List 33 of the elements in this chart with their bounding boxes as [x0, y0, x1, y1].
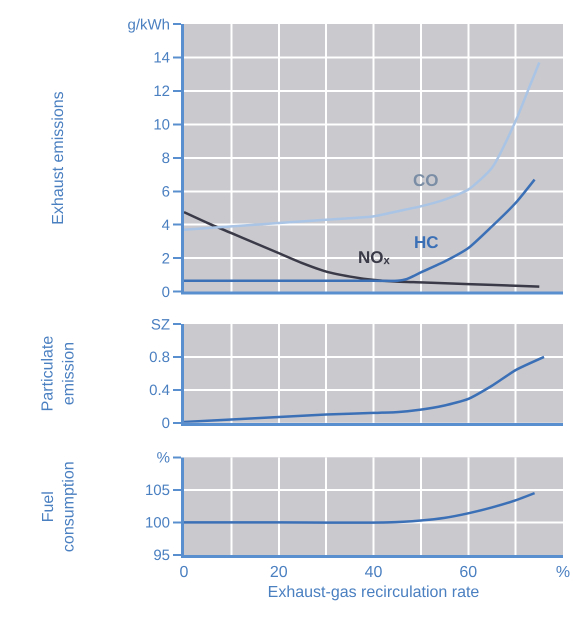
y-tick-label: 4 — [162, 216, 170, 234]
y-tick-label: 8 — [162, 150, 170, 168]
line-series — [184, 356, 546, 423]
line-series — [184, 210, 541, 288]
y-tick-label: 105 — [144, 482, 170, 500]
series-label: NOₓ — [358, 248, 390, 267]
x-axis-title: Exhaust-gas recirculation rate — [268, 584, 480, 601]
x-tick-label: 40 — [364, 564, 382, 582]
line-series — [184, 492, 536, 524]
x-tick-label: 60 — [459, 564, 478, 582]
y-tick-label: 14 — [153, 50, 170, 67]
y-tick-label: 12 — [153, 83, 170, 100]
y-axis-title: Fuel consumption — [40, 461, 78, 552]
y-tick-label: 95 — [153, 547, 170, 564]
y-tick-label: 0 — [162, 284, 170, 301]
line-series — [184, 61, 541, 231]
y-tick-label: 10 — [153, 116, 170, 134]
y-tick-label: 6 — [162, 184, 170, 201]
y-tick-label: g/kWh — [127, 16, 170, 34]
y-tick-label: 0.8 — [149, 349, 170, 366]
y-tick-label: 0 — [162, 415, 170, 432]
x-tick-label: 0 — [180, 564, 189, 582]
y-axis-title: Exhaust emissions — [50, 91, 68, 225]
x-tick-label: 20 — [270, 564, 288, 582]
series-label: HC — [414, 233, 439, 252]
y-tick-label: SZ — [150, 316, 170, 334]
series-label: CO — [413, 171, 438, 190]
y-tick-label: 2 — [162, 250, 170, 268]
y-tick-label: 100 — [144, 514, 170, 532]
y-tick-label: 0.4 — [149, 382, 170, 400]
y-tick-label: % — [156, 450, 170, 467]
y-axis-title: Particulate emission — [40, 336, 78, 412]
x-tick-label: % — [556, 564, 570, 582]
